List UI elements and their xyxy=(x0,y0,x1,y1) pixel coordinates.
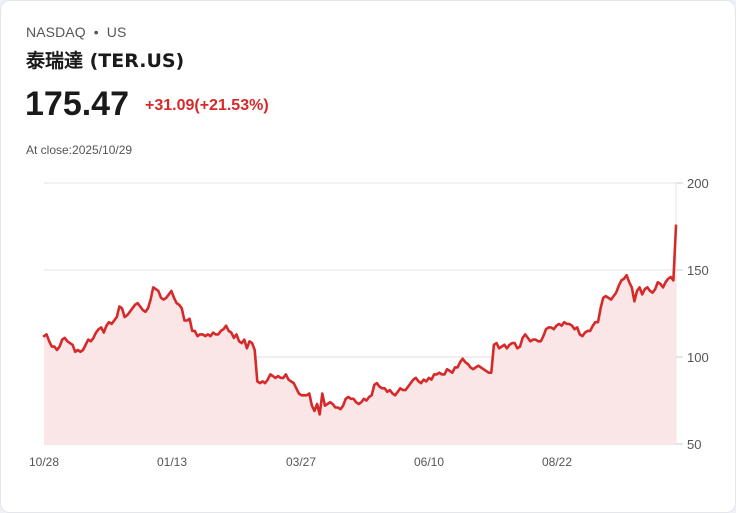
y-label-50: 50 xyxy=(687,437,701,452)
stock-title: 泰瑞達 (TER.US) xyxy=(26,50,185,72)
y-label-200: 200 xyxy=(687,176,709,191)
x-label-1: 10/28 xyxy=(29,455,59,469)
separator-dot: • xyxy=(93,24,99,40)
current-price: 175.47 xyxy=(25,85,129,123)
exchange-line: NASDAQ • US xyxy=(26,24,126,40)
exchange-name: NASDAQ xyxy=(26,24,86,40)
price-area-fill xyxy=(44,225,676,444)
price-change: +31.09(+21.53%) xyxy=(145,97,269,114)
x-label-2: 01/13 xyxy=(157,455,187,469)
close-date: At close:2025/10/29 xyxy=(26,143,133,157)
market-name: US xyxy=(106,24,127,40)
y-axis-labels: 200 150 100 50 xyxy=(687,176,709,452)
y-label-150: 150 xyxy=(687,263,709,278)
x-axis-labels: 10/28 01/13 03/27 06/10 08/22 xyxy=(29,455,572,469)
x-label-4: 06/10 xyxy=(414,455,444,469)
x-label-5: 08/22 xyxy=(542,455,572,469)
price-chart[interactable]: 200 150 100 50 10/28 01/13 03/27 06/10 0… xyxy=(1,171,736,481)
y-label-100: 100 xyxy=(687,350,709,365)
price-line xyxy=(42,224,678,416)
x-label-3: 03/27 xyxy=(286,455,316,469)
